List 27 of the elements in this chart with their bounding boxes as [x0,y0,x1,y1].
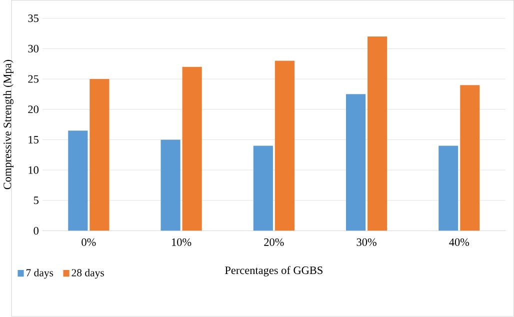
x-axis-title: Percentages of GGBS [225,266,322,277]
legend-label: 28 days [72,269,104,279]
x-tick-label: 20% [264,238,284,246]
y-tick-label: 30 [28,45,39,53]
y-axis-title: Compressive Strength (Mpa) [3,60,14,190]
y-tick-label: 5 [34,196,38,204]
x-tick-label: 40% [449,238,470,246]
bar [90,79,110,231]
bar [68,130,88,231]
bar [182,67,202,231]
bar [160,140,180,231]
bar [438,146,458,231]
y-tick-label: 20 [28,106,39,114]
x-tick-label: 10% [172,238,192,246]
y-tick-label: 35 [28,14,38,22]
y-tick-label: 15 [28,136,38,144]
legend-label: 7 days [26,269,54,279]
bar [460,85,480,231]
bar [253,146,273,231]
x-tick-label: 30% [356,238,376,246]
bar [274,60,294,231]
y-tick-label: 10 [28,166,39,174]
y-tick-label: 0 [34,227,39,235]
bar [346,94,366,231]
x-tick-label: 0% [82,238,96,246]
y-tick-label: 25 [28,75,38,83]
bar [368,36,388,231]
